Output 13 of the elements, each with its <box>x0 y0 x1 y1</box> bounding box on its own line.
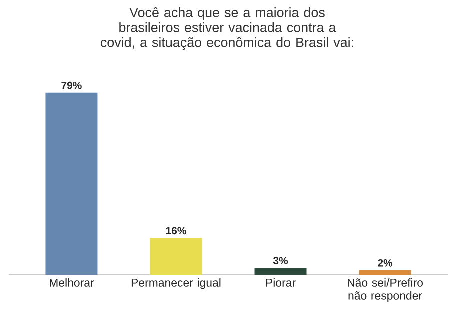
bar <box>254 268 307 275</box>
data-label: 3% <box>273 257 288 265</box>
bar <box>150 238 202 275</box>
data-label: 79% <box>62 82 82 90</box>
bar <box>359 270 412 275</box>
x-tick-label: Permanecer igual <box>132 278 221 290</box>
chart-title: Você acha que se a maioria dos brasileiros estiver vacinada contra a covid, a situação econômica do Brasil vai: <box>100 8 354 50</box>
bar <box>46 92 98 275</box>
x-tick-label: Melhorar <box>50 278 94 287</box>
x-tick-label: Piorar <box>266 278 296 287</box>
x-tick-label: Não sei/Prefiro não responder <box>348 278 423 302</box>
data-label: 16% <box>166 227 186 235</box>
data-label: 2% <box>378 259 393 267</box>
